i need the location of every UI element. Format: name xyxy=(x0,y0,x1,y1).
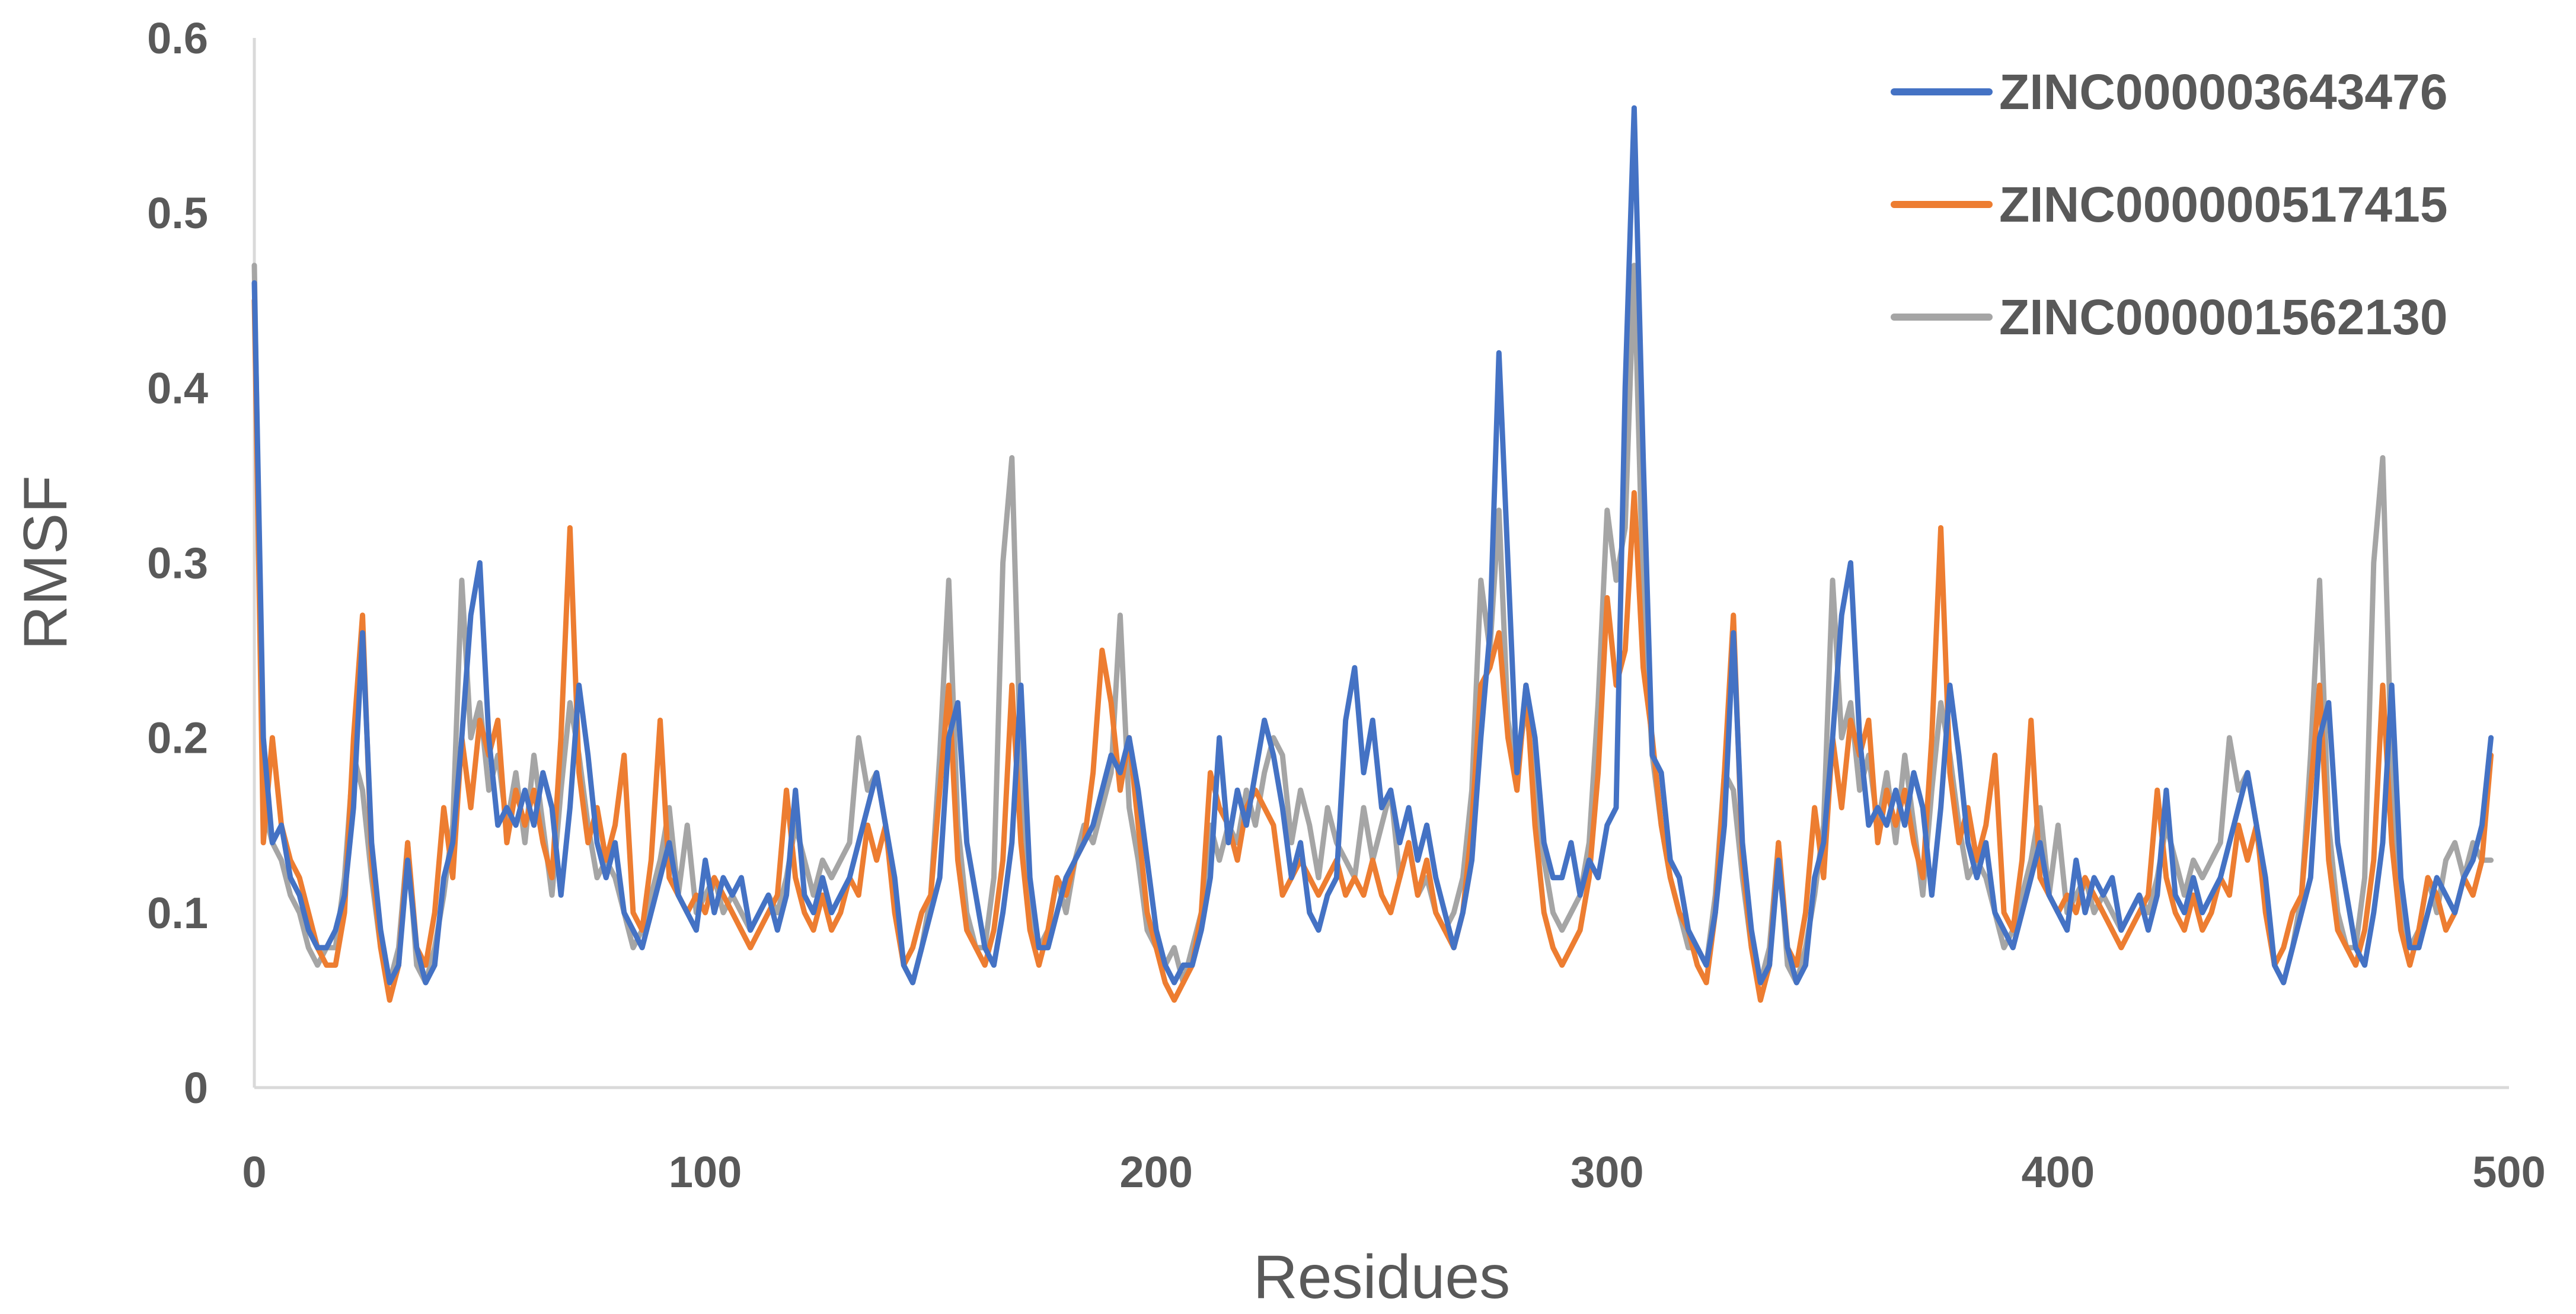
y-tick-label: 0.3 xyxy=(147,539,208,588)
legend: ZINC000003643476 ZINC000000517415 ZINC0000… xyxy=(1891,64,2448,345)
y-tick-label: 0.1 xyxy=(147,888,208,938)
x-tick-label: 300 xyxy=(1571,1147,1643,1197)
x-tick-labels: 0 100 200 300 400 500 xyxy=(242,1147,2545,1197)
series-line xyxy=(251,105,2494,986)
y-tick-label: 0.2 xyxy=(147,714,208,763)
series-lines xyxy=(251,105,2494,1003)
y-axis-title: RMSF xyxy=(11,475,80,650)
y-tick-labels: 0 0.1 0.2 0.3 0.4 0.5 0.6 xyxy=(147,14,208,1112)
y-tick-label: 0.5 xyxy=(147,188,208,238)
legend-entry: ZINC000003643476 xyxy=(1891,64,2448,120)
x-axis-title: Residues xyxy=(1253,1243,1511,1312)
x-tick-label: 200 xyxy=(1119,1147,1192,1197)
y-tick-label: 0.4 xyxy=(147,363,208,413)
x-tick-label: 0 xyxy=(242,1147,266,1197)
x-tick-label: 100 xyxy=(669,1147,742,1197)
legend-label: ZINC000000517415 xyxy=(1999,177,2448,232)
axes xyxy=(253,38,2509,1089)
legend-entry: ZINC000001562130 xyxy=(1891,289,2448,345)
x-tick-label: 500 xyxy=(2472,1147,2545,1197)
series-line xyxy=(251,298,2494,1003)
legend-label: ZINC000001562130 xyxy=(1999,289,2448,345)
y-tick-label: 0.6 xyxy=(147,14,208,63)
series-line xyxy=(251,263,2494,986)
y-tick-label: 0 xyxy=(184,1063,208,1112)
legend-label: ZINC000003643476 xyxy=(1999,64,2448,120)
x-tick-label: 400 xyxy=(2022,1147,2095,1197)
legend-entry: ZINC000000517415 xyxy=(1891,177,2448,232)
